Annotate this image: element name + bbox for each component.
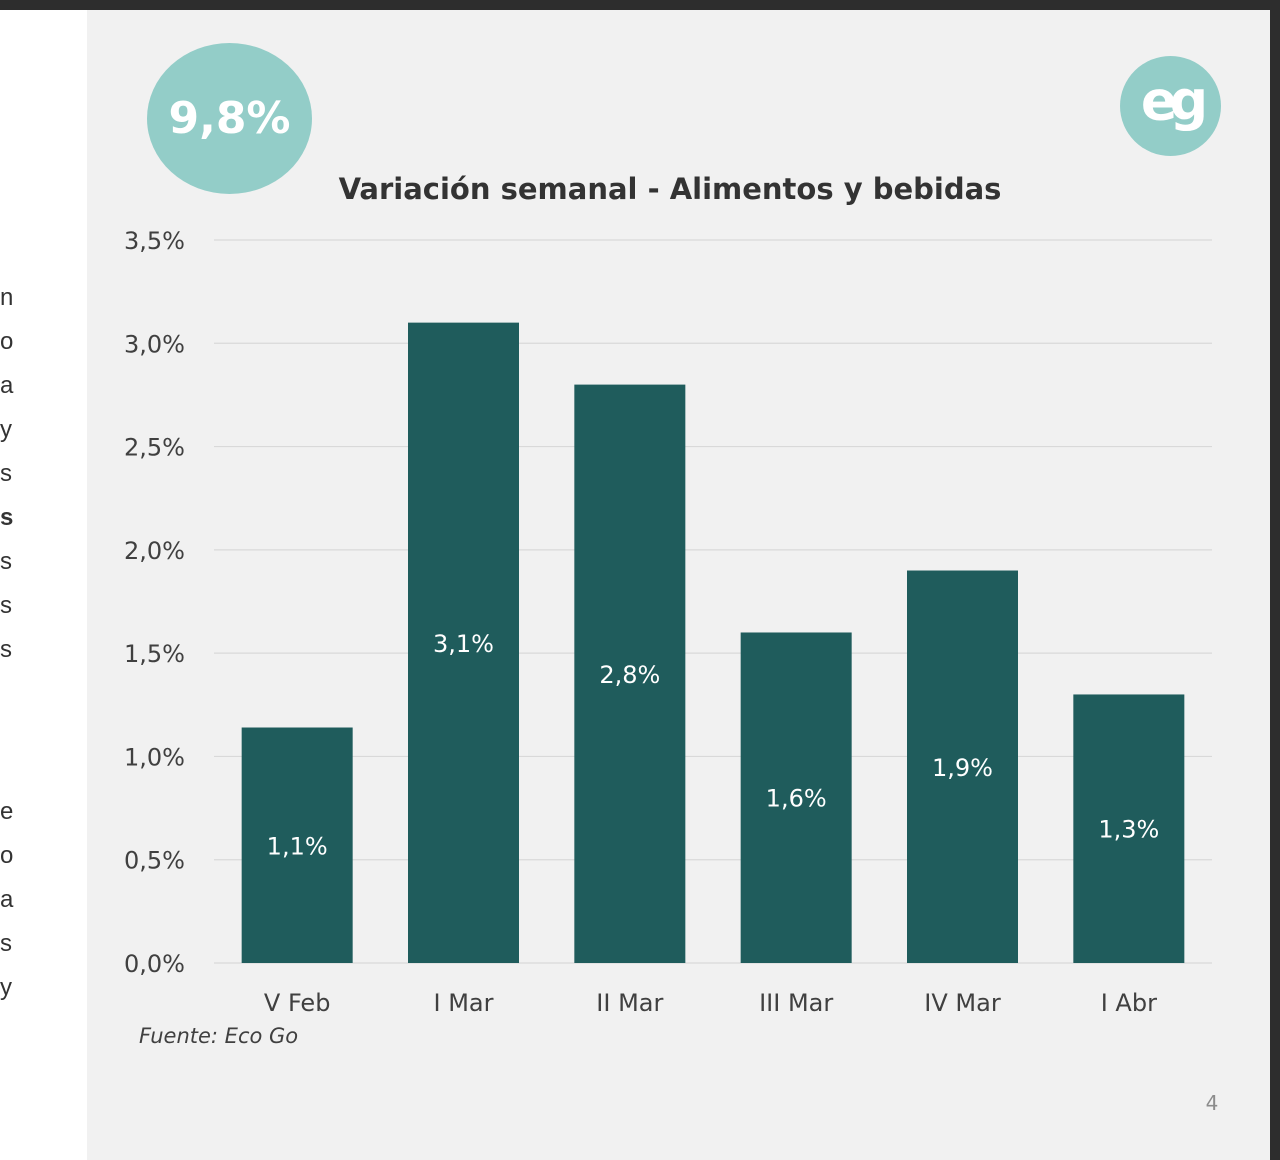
left-text-fragment: s <box>0 548 12 575</box>
bar-value-label: 2,8% <box>599 661 660 689</box>
left-text-fragment: n <box>0 284 14 311</box>
left-text-fragment: a <box>0 886 14 913</box>
source-note: Fuente: Eco Go <box>139 1024 299 1048</box>
y-tick-label: 3,5% <box>124 227 185 255</box>
bar <box>740 632 852 963</box>
y-tick-label: 2,5% <box>124 434 185 462</box>
y-tick-label: 1,0% <box>124 743 185 771</box>
left-text-fragment: e <box>0 798 14 825</box>
x-tick-label: IV Mar <box>924 989 1001 1017</box>
headline-badge: 9,8% <box>147 43 312 194</box>
headline-value: 9,8% <box>168 93 291 144</box>
y-tick-label: 3,0% <box>124 330 185 358</box>
y-tick-label: 2,0% <box>124 537 185 565</box>
y-tick-label: 0,5% <box>124 847 185 875</box>
bar-value-label: 1,1% <box>267 832 328 860</box>
left-text-fragment: s <box>0 504 14 531</box>
bar <box>574 384 686 964</box>
bar-value-label: 1,6% <box>766 785 827 813</box>
left-text-fragment: s <box>0 460 12 487</box>
x-tick-label: I Mar <box>434 989 494 1017</box>
left-text-fragment: s <box>0 636 12 663</box>
left-text-fragment: s <box>0 592 12 619</box>
window-right-strip <box>1270 0 1280 1160</box>
bar-value-label: 3,1% <box>433 630 494 658</box>
left-text-fragment: o <box>0 328 14 355</box>
y-tick-label: 1,5% <box>124 640 185 668</box>
left-text-fragment: y <box>0 974 12 1001</box>
x-tick-label: V Feb <box>264 989 331 1017</box>
bar <box>241 727 353 963</box>
chart-title: Variación semanal - Alimentos y bebidas <box>338 172 1002 206</box>
logo-text: eg <box>1140 69 1208 133</box>
eg-logo: eg <box>1120 56 1221 156</box>
page-number: 4 <box>1205 1091 1219 1115</box>
window-top-strip <box>0 0 1280 10</box>
x-tick-label: II Mar <box>596 989 663 1017</box>
left-text-fragment: a <box>0 372 14 399</box>
bar-value-label: 1,3% <box>1098 816 1159 844</box>
x-tick-label: I Abr <box>1101 989 1157 1017</box>
left-text-fragment: s <box>0 930 12 957</box>
left-text-fragment: o <box>0 842 14 869</box>
left-text-panel: n o a y s s s s s e o a s y <box>0 10 87 1160</box>
y-tick-label: 0,0% <box>124 950 185 978</box>
bar <box>907 570 1018 963</box>
bar <box>408 322 519 964</box>
bar-value-label: 1,9% <box>932 754 993 782</box>
x-tick-label: III Mar <box>759 989 833 1017</box>
left-text-fragment: y <box>0 416 12 443</box>
bar <box>1073 694 1185 963</box>
